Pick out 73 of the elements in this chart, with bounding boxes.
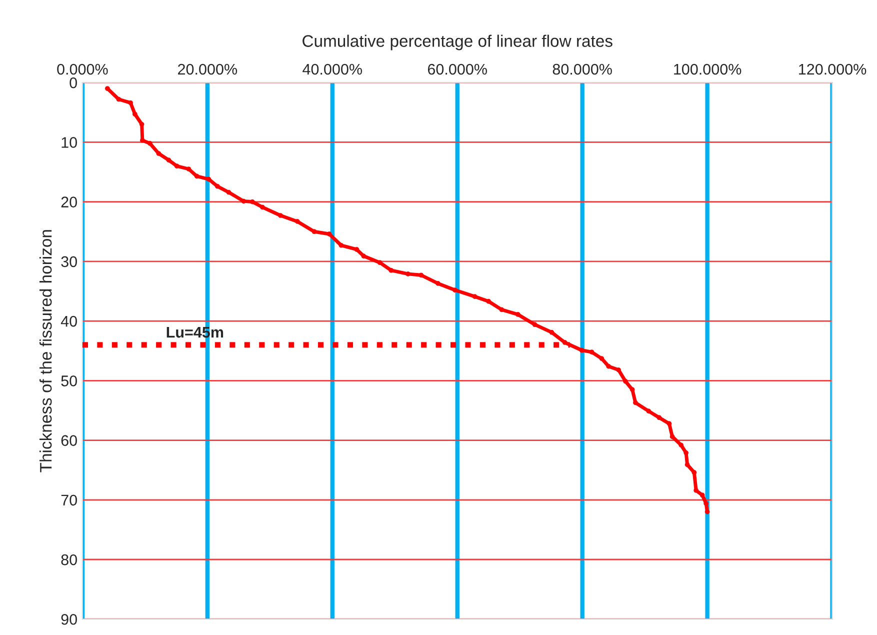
point	[692, 470, 697, 475]
point	[294, 219, 300, 224]
y-tick-label: 10	[62, 137, 77, 148]
point	[499, 307, 504, 312]
x-tick-label: 40.000%	[302, 64, 362, 75]
y-tick-label: 80	[61, 554, 77, 566]
point	[418, 272, 424, 278]
point	[388, 268, 394, 273]
point	[116, 96, 122, 102]
x-tick-label: 80.000%	[552, 64, 612, 75]
point	[562, 340, 568, 345]
point	[579, 348, 584, 353]
point	[241, 198, 246, 204]
point	[678, 442, 684, 448]
point	[589, 350, 594, 354]
point	[633, 400, 638, 406]
point	[452, 288, 458, 292]
point	[354, 247, 360, 252]
x-tick-label: 100.000%	[674, 64, 742, 75]
point	[684, 462, 690, 468]
y-tick-label: 0	[70, 77, 77, 88]
x-tick-label: 60.000%	[428, 64, 487, 75]
point	[194, 174, 200, 179]
point	[214, 184, 220, 189]
y-tick-label: 20	[61, 196, 77, 208]
point	[606, 364, 612, 369]
point	[670, 434, 675, 440]
x-tick-label: 120.000%	[799, 64, 866, 75]
x-tick-label: 0.000%	[57, 64, 108, 75]
point	[532, 322, 538, 328]
point	[616, 367, 621, 372]
point	[704, 509, 710, 514]
y-tick-label: 30	[61, 256, 77, 268]
point	[549, 330, 554, 335]
point	[338, 242, 344, 248]
point	[599, 356, 604, 362]
point	[406, 271, 410, 276]
point	[206, 176, 212, 182]
y-tick-label: 40	[60, 316, 77, 327]
point	[684, 450, 688, 456]
point	[700, 492, 705, 498]
point	[186, 166, 192, 172]
point	[226, 190, 232, 195]
point	[630, 387, 635, 392]
point	[105, 86, 110, 91]
point	[516, 312, 520, 317]
point	[132, 112, 138, 117]
point	[312, 229, 317, 234]
y-tick-label: 60	[61, 435, 77, 446]
point	[260, 204, 265, 210]
point	[147, 140, 152, 146]
point	[156, 151, 162, 156]
point	[128, 100, 133, 106]
point	[166, 158, 172, 162]
point	[377, 260, 382, 266]
point	[623, 378, 628, 384]
y-tick-label: 70	[61, 494, 77, 506]
x-axis-title: Cumulative percentage of linear flow rates	[302, 34, 612, 50]
point	[472, 294, 478, 300]
point	[656, 415, 662, 420]
point	[326, 232, 332, 236]
point	[139, 122, 144, 127]
point	[704, 501, 708, 506]
point	[278, 213, 283, 218]
point	[486, 298, 492, 304]
point	[436, 281, 440, 286]
y-axis-title: Thickness of the fissured horizon	[39, 230, 52, 472]
y-tick-label: 90	[61, 614, 77, 625]
point	[646, 408, 651, 414]
y-tick-label: 50	[61, 376, 77, 386]
point	[361, 254, 366, 258]
x-tick-label: 20.000%	[178, 64, 238, 75]
point	[174, 164, 180, 168]
